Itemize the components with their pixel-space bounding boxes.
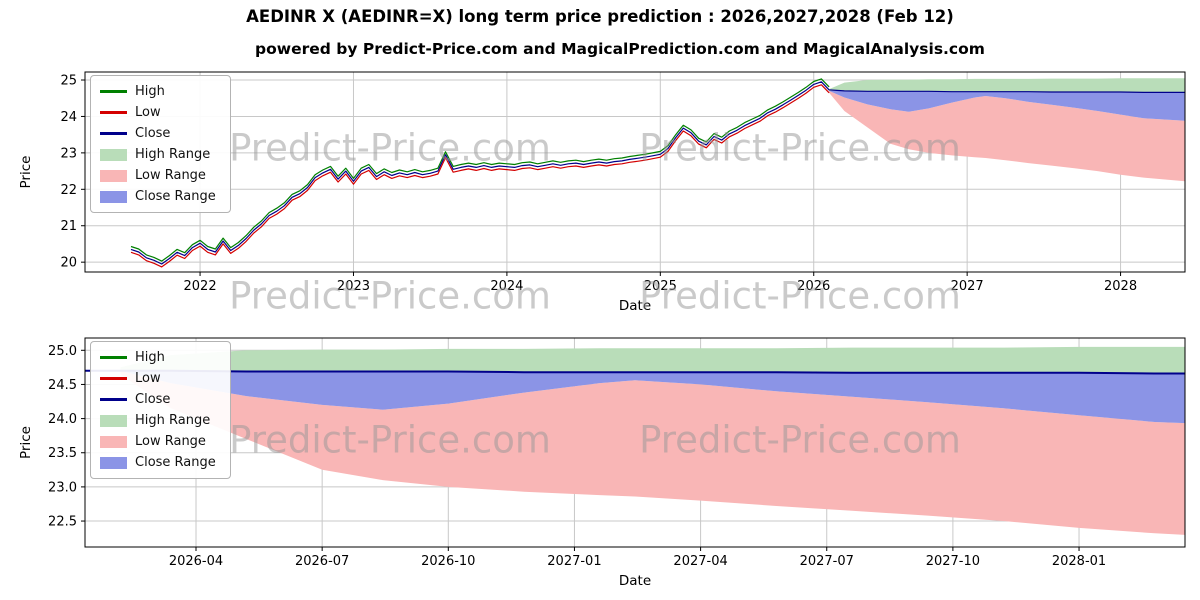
close-range-patch-swatch [100,456,127,469]
low-range-patch-swatch [100,435,127,448]
x-tick-label: 2027-04 [673,554,727,569]
close-range-patch-swatch [100,190,127,203]
legend-entry-low: Low [100,369,216,388]
close-line-swatch [100,398,127,401]
legend-entry-close: Close [100,390,216,409]
y-tick-label: 24 [60,110,77,125]
y-axis-label: Price [18,156,34,189]
x-tick-label: 2026-10 [421,554,475,569]
legend-entry-high-range: High Range [100,411,216,430]
legend-label: High Range [135,147,211,162]
x-tick-label: 2028-01 [1052,554,1106,569]
x-axis-label: Date [619,298,651,314]
close-line [85,369,1185,375]
prediction-zoom-chart-canvas: 2026-04 2026-07 2026-10 2027-01 2027-04 2027-… [18,337,1186,589]
page-title: AEDINR X (AEDINR=X) long term price pred… [246,7,954,26]
x-tick-label: 2023 [337,279,370,294]
legend-entry-close-range: Close Range [100,187,216,206]
legend-label: Low [135,371,161,386]
legend-label: Close [135,392,171,407]
legend-entry-low-range: Low Range [100,166,216,185]
y-tick-label: 22.5 [48,515,77,530]
high-range-band [120,346,1185,374]
low-line-swatch [100,111,127,114]
x-tick-label: 2026-04 [169,554,223,569]
price-history-chart-legend: High Low Close High Range Low Range Close Ran… [90,75,231,213]
x-tick-label: 2027 [951,279,984,294]
high-range-band [829,78,1185,93]
y-axis-label: Price [18,426,34,459]
x-tick-label: 2026 [797,279,830,294]
y-tick-label: 22 [60,183,77,198]
y-tick-label: 24.0 [48,412,77,427]
y-tick-label: 25.0 [48,344,77,359]
x-tick-label: 2024 [490,279,523,294]
y-tick-label: 25 [60,74,77,89]
price-history-chart-canvas: 2022 2023 2024 2025 2026 2027 2028 20 21 22 23 24 25… [18,71,1186,314]
legend-label: Low [135,105,161,120]
low-range-band [120,370,1185,535]
close-range-band [829,90,1185,121]
legend-label: Close [135,126,171,141]
legend-label: High Range [135,413,211,428]
legend-label: Low Range [135,434,206,449]
high-range-patch-swatch [100,148,127,161]
legend-label: Low Range [135,168,206,183]
legend-label: Close Range [135,189,216,204]
legend-entry-low-range: Low Range [100,432,216,451]
close-range-band [120,370,1185,424]
close-line-swatch [100,132,127,135]
x-tick-label: 2025 [644,279,677,294]
x-tick-label: 2028 [1104,279,1137,294]
x-tick-label: 2027-10 [926,554,980,569]
price-history-chart: 2022 2023 2024 2025 2026 2027 2028 20 21 22 23 24 25… [0,58,1200,320]
legend-entry-close-range: Close Range [100,453,216,472]
legend-entry-high: High [100,82,216,101]
legend-entry-low: Low [100,103,216,122]
y-tick-label: 23.5 [48,446,77,461]
y-tick-label: 23 [60,146,77,161]
y-tick-label: 23.0 [48,480,77,495]
high-line-swatch [100,356,127,359]
legend-entry-close: Close [100,124,216,143]
high-range-patch-swatch [100,414,127,427]
legend-entry-high-range: High Range [100,145,216,164]
legend-label: Close Range [135,455,216,470]
x-tick-label: 2022 [184,279,217,294]
x-tick-label: 2026-07 [295,554,349,569]
x-axis-label: Date [619,573,651,589]
close-line [130,81,1185,265]
legend-label: High [135,350,165,365]
prediction-zoom-chart: 2026-04 2026-07 2026-10 2027-01 2027-04 2027-… [0,328,1200,592]
plot-frame [84,337,1186,548]
y-tick-label: 20 [60,256,77,271]
low-range-patch-swatch [100,169,127,182]
y-tick-label: 21 [60,219,77,234]
low-line [130,84,830,268]
prediction-zoom-chart-legend: High Low Close High Range Low Range Close Ran… [90,341,231,479]
plot-frame [84,71,1186,273]
x-tick-label: 2027-01 [547,554,601,569]
legend-label: High [135,84,165,99]
high-line-swatch [100,90,127,93]
y-tick-label: 24.5 [48,378,77,393]
low-range-band [829,90,1185,182]
x-tick-label: 2027-07 [800,554,854,569]
legend-entry-high: High [100,348,216,367]
high-line [130,78,830,262]
low-line-swatch [100,377,127,380]
chart-subtitle: powered by Predict-Price.com and Magical… [255,40,985,58]
